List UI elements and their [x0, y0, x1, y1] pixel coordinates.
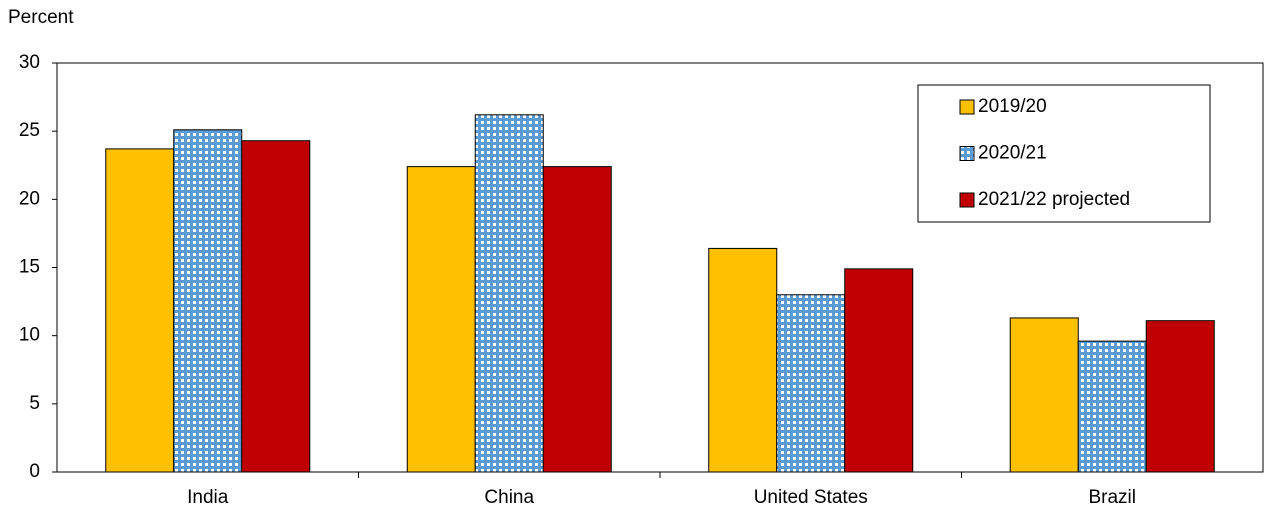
y-tick-label: 15 [19, 257, 40, 278]
y-tick-label: 0 [29, 461, 40, 482]
legend-label: 2021/22 projected [978, 189, 1130, 210]
y-tick-label: 10 [19, 325, 40, 346]
bar [844, 268, 914, 473]
y-tick-label: 20 [19, 188, 40, 209]
x-tick-label: Brazil [1088, 487, 1136, 508]
bar [1145, 320, 1215, 473]
bar [105, 148, 175, 473]
x-tick-label: India [187, 487, 229, 508]
y-tick-label: 30 [19, 52, 40, 73]
y-tick-label: 5 [29, 393, 40, 414]
legend-swatch [959, 192, 975, 208]
bar [173, 129, 243, 473]
bar [776, 294, 846, 473]
bar [1009, 317, 1079, 473]
legend-swatch [959, 146, 975, 161]
bar [1077, 340, 1147, 473]
legend-swatch [959, 99, 975, 115]
x-tick-label: China [484, 487, 534, 508]
legend-label: 2020/21 [978, 143, 1047, 164]
plot-frame [56, 62, 1264, 473]
bar [406, 166, 476, 473]
bar [542, 166, 612, 473]
bar [241, 140, 311, 473]
x-tick-label: United States [754, 487, 868, 508]
y-tick-label: 25 [19, 120, 40, 141]
bar [708, 247, 778, 473]
legend-label: 2019/20 [978, 96, 1047, 117]
y-axis-label: Percent [8, 7, 74, 28]
bar [474, 114, 544, 473]
